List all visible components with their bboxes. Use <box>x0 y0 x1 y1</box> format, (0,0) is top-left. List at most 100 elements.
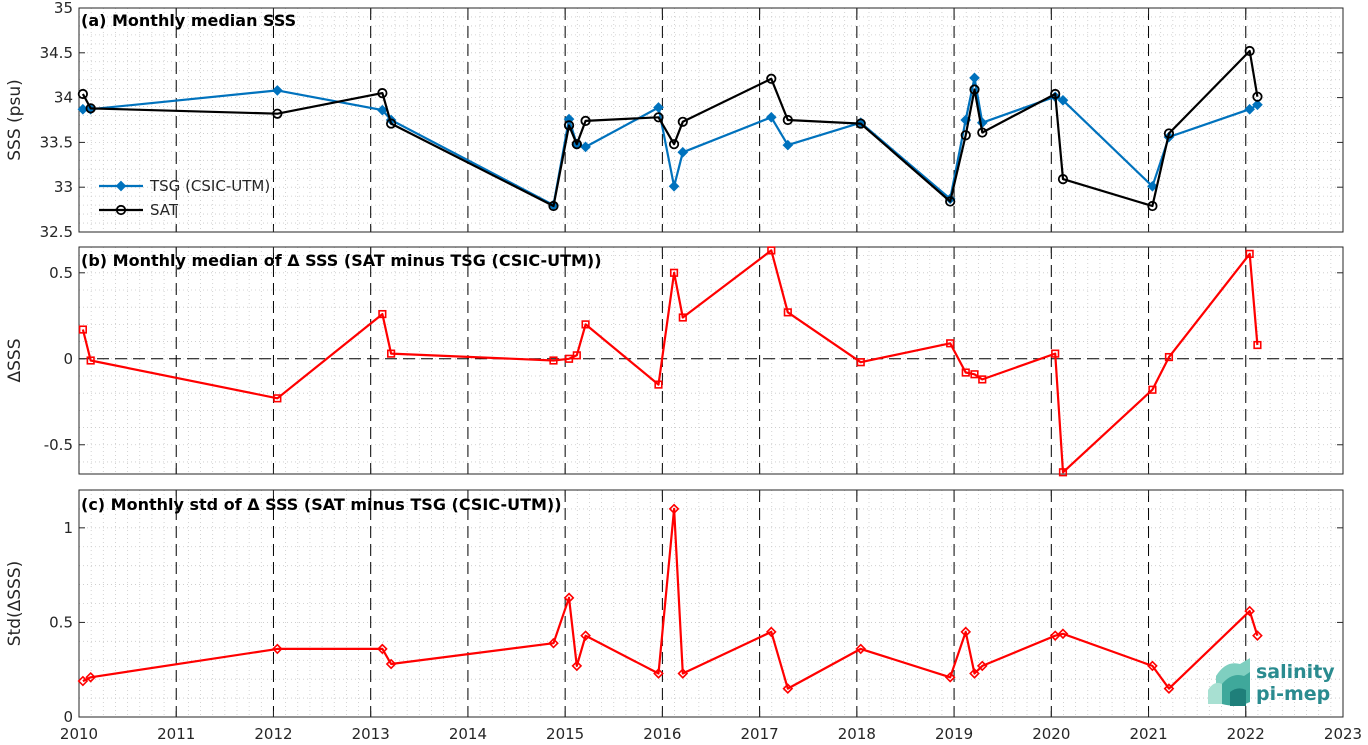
data-point <box>668 139 680 150</box>
data-point <box>653 102 664 113</box>
data-point <box>377 88 388 99</box>
x-tick-label: 2016 <box>643 725 681 743</box>
data-point <box>1057 628 1069 640</box>
data-point <box>1244 605 1255 617</box>
data-point <box>580 141 591 153</box>
y-tick-label: 0.5 <box>49 264 73 282</box>
y-tick-label: 1 <box>63 519 73 537</box>
data-point <box>1244 45 1255 57</box>
data-point <box>961 368 970 377</box>
data-point <box>571 660 583 672</box>
data-point <box>85 671 96 683</box>
y-tick-label: -0.5 <box>44 436 73 454</box>
x-tick-label: 2023 <box>1324 725 1362 743</box>
series-line <box>82 507 1259 690</box>
data-point <box>970 370 979 379</box>
ticks: 32.5 33 33.5 34 34.5 35 <box>40 0 1344 241</box>
data-point <box>1057 94 1069 106</box>
data-point <box>855 118 866 129</box>
data-point <box>944 671 956 683</box>
data-point <box>272 108 283 119</box>
data-point <box>272 85 283 96</box>
data-point <box>677 146 689 158</box>
data-point <box>653 668 664 679</box>
y-tick-label: 33.5 <box>40 133 73 151</box>
data-point <box>782 139 794 151</box>
x-tick-label: 2010 <box>60 725 98 743</box>
data-point <box>960 626 972 638</box>
y-axis-label: ΔSSS <box>5 338 25 382</box>
data-point <box>969 668 980 679</box>
data-point <box>677 668 689 679</box>
data-point <box>86 356 95 365</box>
logo-graphic-icon <box>1208 658 1250 706</box>
y-tick-label: 35 <box>54 0 73 17</box>
data-point <box>1245 249 1254 258</box>
x-tick-label: 2011 <box>157 725 195 743</box>
data-point <box>1058 468 1068 477</box>
x-tick-label: 2017 <box>741 725 779 743</box>
data-point <box>1057 174 1069 185</box>
data-point <box>677 116 688 127</box>
data-point <box>377 643 388 655</box>
data-point <box>946 339 955 348</box>
data-point <box>1049 630 1061 641</box>
series-line <box>81 249 1259 474</box>
data-point <box>378 309 387 319</box>
data-point <box>78 325 87 334</box>
data-point <box>1050 88 1061 100</box>
data-point <box>856 358 865 367</box>
salinity-pi-mep-logo: salinity pi-mep <box>1208 658 1335 706</box>
minor-grid <box>79 247 1343 474</box>
data-point <box>1051 349 1060 358</box>
data-point <box>549 356 558 365</box>
data-point <box>1244 103 1255 115</box>
data-point <box>571 139 582 150</box>
panels: 32.5 33 33.5 34 34.5 35 SSS (psu) (a) Monthly m… <box>5 0 1362 743</box>
x-tick-label: 2014 <box>449 725 487 743</box>
data-point <box>960 130 971 141</box>
panel-c: 0 0.5 1 2010 2011 2012 2013 2014 2015 2016 2017 201… <box>5 489 1362 743</box>
y-tick-label: 0.5 <box>49 613 73 631</box>
data-point <box>1252 99 1263 111</box>
y-tick-label: 34 <box>54 89 73 107</box>
data-point <box>85 103 96 114</box>
data-point <box>572 351 581 360</box>
legend-label: TSG (CSIC-UTM) <box>149 177 270 195</box>
data-point <box>678 313 687 322</box>
axes-box <box>78 246 1344 475</box>
panel-b: -0.5 0 0.5 ΔSSS (b) Monthly median of Δ SSS … <box>5 246 1344 477</box>
data-point <box>272 643 283 655</box>
data-point <box>782 114 793 126</box>
data-point <box>1147 200 1158 212</box>
axes-box <box>78 7 1344 233</box>
legend-marker <box>115 180 127 192</box>
data-point <box>387 349 396 358</box>
series-sat <box>77 45 1263 212</box>
data-point <box>1148 385 1157 394</box>
x-tick-label: 2015 <box>546 725 584 743</box>
data-point <box>580 630 591 641</box>
data-point <box>581 320 590 329</box>
data-point <box>653 112 664 123</box>
y-axis-label: Std(ΔSSS) <box>5 561 25 647</box>
data-point <box>1252 91 1263 102</box>
axes-box <box>78 489 1344 718</box>
logo-line1: salinity <box>1256 661 1335 683</box>
x-tick-label: 2022 <box>1227 725 1265 743</box>
panel-title: (b) Monthly median of Δ SSS (SAT minus T… <box>81 251 602 270</box>
data-point <box>945 196 956 207</box>
data-point <box>563 120 575 131</box>
data-point <box>377 104 388 116</box>
data-point <box>977 127 988 138</box>
data-point <box>1252 630 1263 641</box>
y-tick-label: 33 <box>54 178 73 196</box>
series-line <box>81 49 1259 208</box>
legend: TSG (CSIC-UTM) SAT <box>99 177 270 219</box>
legend-marker <box>115 204 127 216</box>
data-point <box>564 354 574 363</box>
data-point <box>1164 352 1174 362</box>
data-point <box>77 88 88 100</box>
data-point <box>77 675 89 687</box>
